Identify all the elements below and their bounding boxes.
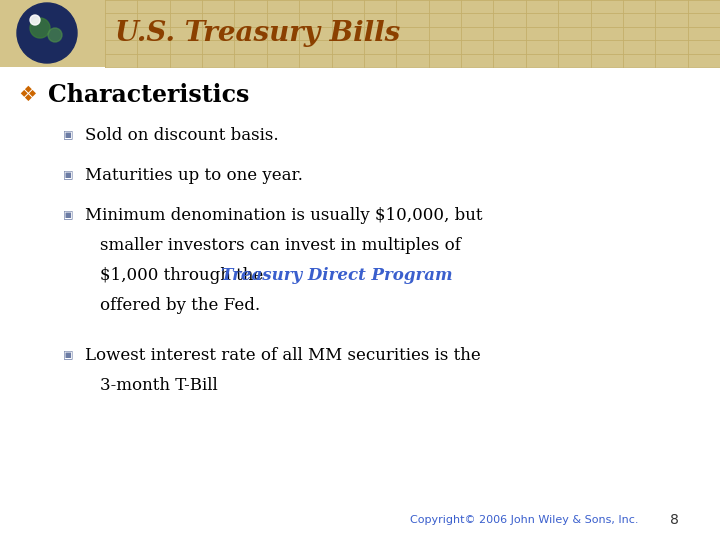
Text: ▣: ▣ bbox=[63, 210, 73, 220]
Text: offered by the Fed.: offered by the Fed. bbox=[100, 296, 260, 314]
Text: Lowest interest rate of all MM securities is the: Lowest interest rate of all MM securitie… bbox=[85, 347, 481, 363]
Text: smaller investors can invest in multiples of: smaller investors can invest in multiple… bbox=[100, 237, 461, 253]
Text: Maturities up to one year.: Maturities up to one year. bbox=[85, 166, 303, 184]
Text: Treasury Direct Program: Treasury Direct Program bbox=[220, 267, 452, 284]
Text: ▣: ▣ bbox=[63, 350, 73, 360]
Text: Sold on discount basis.: Sold on discount basis. bbox=[85, 126, 279, 144]
Text: 8: 8 bbox=[670, 513, 679, 527]
Text: Minimum denomination is usually $10,000, but: Minimum denomination is usually $10,000,… bbox=[85, 206, 482, 224]
Text: $1,000 through the: $1,000 through the bbox=[100, 267, 269, 284]
Text: 3-month T-Bill: 3-month T-Bill bbox=[100, 376, 217, 394]
Circle shape bbox=[17, 3, 77, 63]
Circle shape bbox=[30, 15, 40, 25]
Text: ❖: ❖ bbox=[19, 85, 37, 105]
Text: U.S. Treasury Bills: U.S. Treasury Bills bbox=[115, 20, 400, 47]
Text: ▣: ▣ bbox=[63, 170, 73, 180]
Text: ▣: ▣ bbox=[63, 130, 73, 140]
Text: Characteristics: Characteristics bbox=[48, 83, 249, 107]
Text: Copyright© 2006 John Wiley & Sons, Inc.: Copyright© 2006 John Wiley & Sons, Inc. bbox=[410, 515, 639, 525]
Circle shape bbox=[48, 28, 62, 42]
Circle shape bbox=[30, 18, 50, 38]
Bar bbox=[0, 0, 720, 67]
